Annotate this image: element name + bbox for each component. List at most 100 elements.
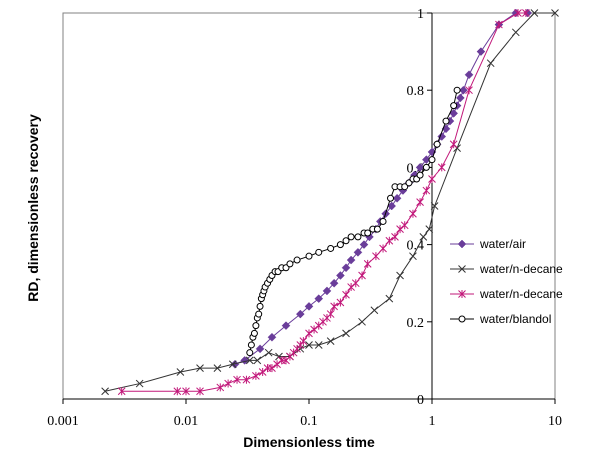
data-point xyxy=(255,344,265,354)
data-point xyxy=(415,163,425,172)
data-point xyxy=(255,310,263,318)
data-point xyxy=(135,379,144,388)
data-point xyxy=(268,364,276,373)
data-point xyxy=(310,325,318,334)
data-point xyxy=(233,375,241,384)
data-point xyxy=(327,244,335,252)
legend-marker xyxy=(458,265,466,273)
data-point xyxy=(342,290,350,299)
series-4 xyxy=(246,86,461,357)
data-point xyxy=(224,379,232,388)
data-point xyxy=(326,310,335,319)
data-point xyxy=(250,329,258,337)
data-point xyxy=(358,317,366,326)
data-point xyxy=(465,86,473,95)
data-point xyxy=(358,271,366,280)
data-point xyxy=(342,329,350,338)
data-point xyxy=(315,248,323,256)
legend-label: water/n-decane xyxy=(479,287,563,301)
data-point xyxy=(351,279,360,288)
data-point xyxy=(409,209,417,218)
data-point xyxy=(396,271,404,280)
data-point xyxy=(373,225,381,233)
data-point xyxy=(336,298,345,307)
data-point xyxy=(295,309,305,319)
data-point xyxy=(247,341,255,349)
data-point xyxy=(385,294,394,303)
x-tick-label: 1 xyxy=(429,414,436,429)
data-point xyxy=(354,233,362,241)
data-point xyxy=(341,263,351,273)
data-point xyxy=(522,9,530,17)
data-point xyxy=(346,255,356,265)
data-point xyxy=(329,278,339,288)
data-point xyxy=(387,194,395,202)
data-point xyxy=(322,286,332,296)
legend-label: water/n-decane xyxy=(479,262,563,276)
legend-item: water/air xyxy=(450,237,526,251)
data-point xyxy=(391,232,399,241)
data-point xyxy=(213,364,222,372)
data-point xyxy=(372,252,380,261)
y-tick-label: 0.2 xyxy=(407,316,425,331)
data-point xyxy=(433,140,441,148)
data-point xyxy=(196,387,204,396)
data-point xyxy=(422,186,431,195)
x-tick-label: 10 xyxy=(548,414,562,429)
legend-item: water/n-decane xyxy=(450,287,563,301)
data-point xyxy=(370,306,379,315)
data-point xyxy=(428,156,436,164)
data-point xyxy=(293,256,301,264)
legend-label: water/blandol xyxy=(479,312,551,326)
data-point xyxy=(314,341,323,349)
data-point xyxy=(379,217,387,225)
data-point xyxy=(182,387,190,396)
data-point xyxy=(422,163,430,171)
data-point xyxy=(401,183,409,191)
data-point xyxy=(450,102,458,110)
legend-marker xyxy=(457,239,467,249)
x-tick-label: 0.001 xyxy=(47,414,79,429)
data-point xyxy=(330,302,338,311)
data-point xyxy=(336,241,344,249)
data-point xyxy=(359,240,369,249)
data-point xyxy=(486,59,495,68)
data-point xyxy=(176,368,185,376)
series-line xyxy=(234,12,528,365)
data-point xyxy=(387,201,397,211)
legend-marker xyxy=(458,315,466,323)
data-point xyxy=(416,171,424,179)
data-point xyxy=(347,283,355,292)
data-point xyxy=(514,9,522,17)
data-point xyxy=(511,28,520,37)
data-point xyxy=(396,225,404,234)
data-point xyxy=(246,349,254,357)
data-point xyxy=(296,340,305,349)
y-tick-label: 0.8 xyxy=(407,84,425,99)
data-point xyxy=(379,244,387,253)
data-point xyxy=(216,383,225,392)
y-tick-label: 1 xyxy=(417,7,424,22)
data-point xyxy=(428,174,436,183)
data-point xyxy=(252,322,260,330)
data-point xyxy=(442,117,450,125)
data-point xyxy=(409,252,417,261)
data-point xyxy=(256,302,264,310)
data-point xyxy=(419,233,428,241)
series-3 xyxy=(117,9,530,396)
data-point xyxy=(305,329,313,338)
data-point xyxy=(242,375,251,384)
data-point xyxy=(245,356,254,365)
data-point xyxy=(437,163,446,172)
x-tick-label: 0.01 xyxy=(174,414,199,429)
data-point xyxy=(453,86,461,94)
legend-item: water/blandol xyxy=(450,312,551,326)
data-point xyxy=(476,47,486,56)
data-point xyxy=(281,321,291,331)
data-point xyxy=(430,202,439,210)
data-point xyxy=(551,9,559,17)
data-point xyxy=(363,259,372,268)
data-point xyxy=(267,332,277,342)
data-point xyxy=(326,337,335,345)
